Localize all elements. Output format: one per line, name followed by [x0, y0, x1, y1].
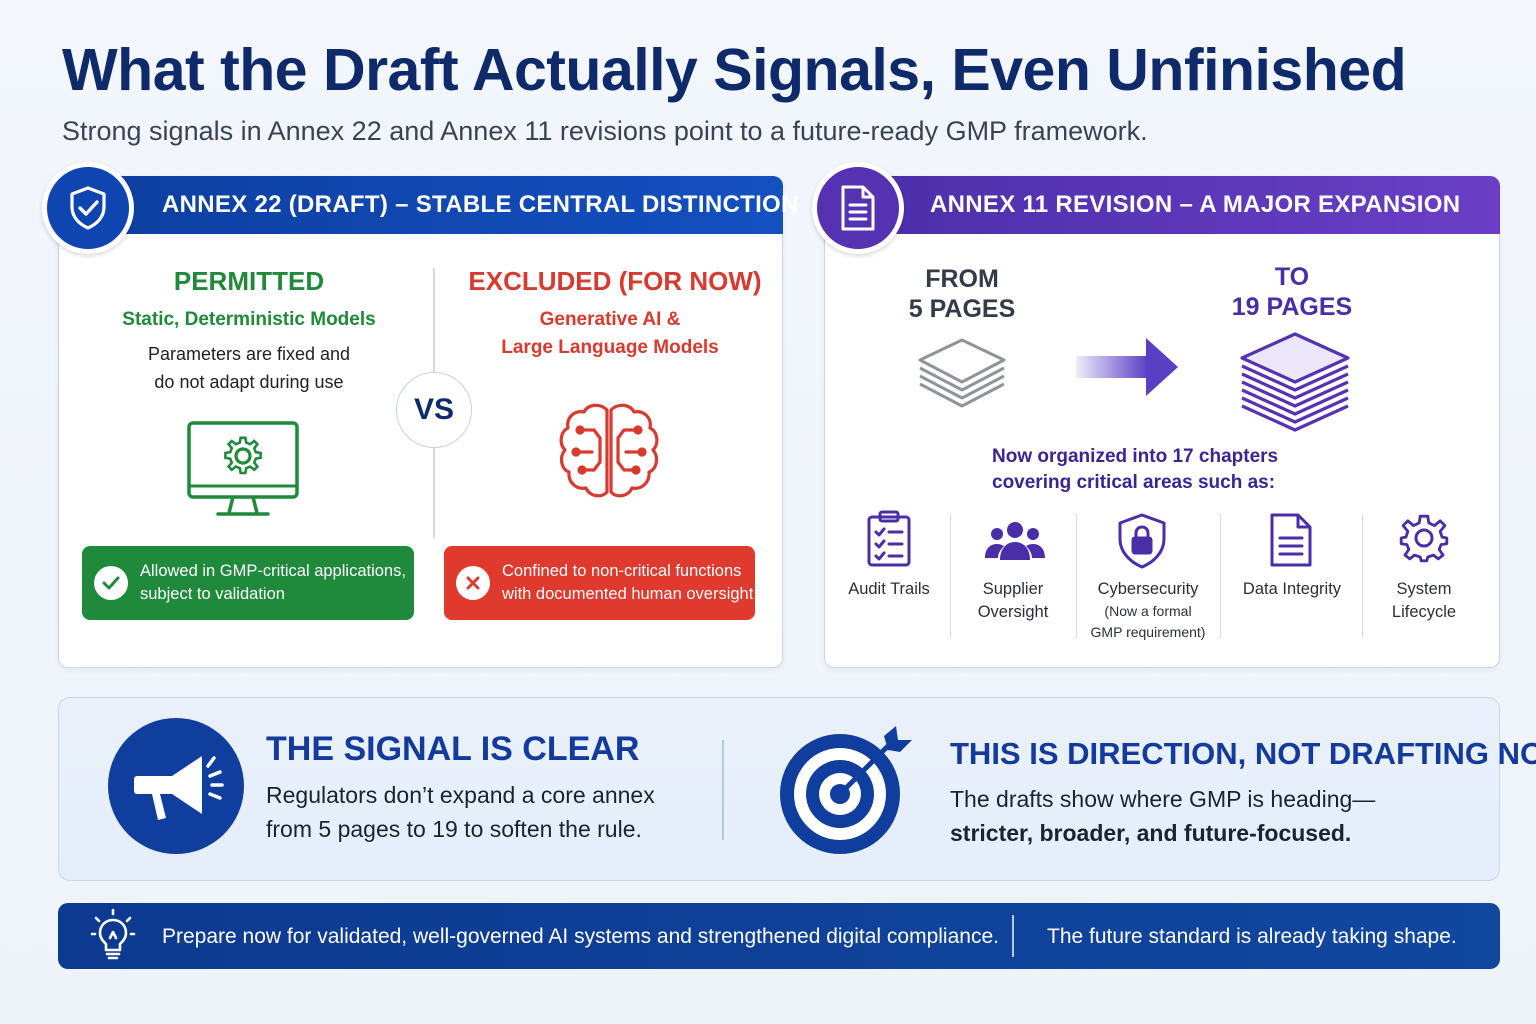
people-icon	[984, 520, 1046, 567]
shield-check-icon	[42, 162, 134, 254]
chapter-note-1: (Now a formal	[1104, 603, 1192, 619]
brain-circuit-icon	[556, 400, 662, 509]
from-pages: 5 PAGES	[908, 295, 1016, 323]
signal-band	[58, 697, 1500, 881]
annex11-heading: ANNEX 11 REVISION – A MAJOR EXPANSION	[824, 176, 1500, 234]
checklist-icon	[866, 510, 912, 573]
chapter-label-2: Oversight	[977, 603, 1049, 621]
monitor-gear-icon	[186, 420, 300, 525]
chapter-note-2: GMP requirement)	[1090, 624, 1206, 640]
footer-banner	[58, 903, 1500, 969]
signal-left-text-2: from 5 pages to 19 to soften the rule.	[266, 816, 642, 842]
annex22-heading: ANNEX 22 (DRAFT) – STABLE CENTRAL DISTIN…	[58, 176, 798, 234]
excluded-title: EXCLUDED (FOR NOW)	[468, 266, 762, 296]
chapter-divider	[1220, 514, 1221, 638]
x-icon	[456, 566, 490, 600]
chapter-cybersecurity: Cybersecurity (Now a formal GMP requirem…	[1080, 578, 1216, 643]
page-title: What the Draft Actually Signals, Even Un…	[62, 37, 1407, 103]
to-pages: 19 PAGES	[1231, 293, 1353, 321]
gear-icon	[1398, 512, 1450, 569]
permitted-title: PERMITTED	[173, 266, 325, 296]
chapter-label: Cybersecurity	[1097, 580, 1199, 598]
chapter-label: Data Integrity	[1242, 580, 1342, 598]
annex11-heading-text: ANNEX 11 REVISION – A MAJOR EXPANSION	[930, 191, 1461, 218]
document-icon	[812, 162, 904, 254]
chapter-audit-trails: Audit Trails	[834, 578, 944, 601]
signal-right-title: THIS IS DIRECTION, NOT DRAFTING NOISE.	[950, 736, 1536, 771]
excluded-subtitle-2: Large Language Models	[501, 337, 719, 358]
excluded-pill-line-1: Confined to non-critical functions	[502, 562, 742, 580]
chapters-note-1: Now organized into 17 chapters	[992, 446, 1279, 467]
large-page-stack-icon	[1238, 330, 1352, 439]
signal-divider	[722, 740, 724, 840]
chapter-label: Audit Trails	[848, 580, 930, 598]
check-icon	[94, 566, 128, 600]
chapter-supplier-oversight: Supplier Oversight	[956, 578, 1070, 624]
small-page-stack-icon	[916, 336, 1008, 417]
footer-right-text: The future standard is already taking sh…	[1047, 925, 1457, 948]
lock-shield-icon	[1116, 512, 1168, 575]
file-lines-icon	[1268, 512, 1314, 573]
to-label: TO	[1274, 263, 1310, 291]
vs-badge: VS	[396, 372, 472, 448]
permitted-subtitle: Static, Deterministic Models	[122, 309, 376, 330]
chapters-note-2: covering critical areas such as:	[992, 472, 1276, 493]
chapter-divider	[1076, 514, 1077, 638]
signal-left-text-1: Regulators don’t expand a core annex	[266, 782, 655, 808]
footer-divider	[1012, 915, 1014, 957]
chapter-label: Supplier	[982, 580, 1044, 598]
excluded-pill: Confined to non-critical functions with …	[444, 546, 755, 620]
chapter-system-lifecycle: System Lifecycle	[1368, 578, 1480, 624]
permitted-pill-line-1: Allowed in GMP-critical applications,	[140, 562, 406, 580]
annex22-heading-text: ANNEX 22 (DRAFT) – STABLE CENTRAL DISTIN…	[162, 191, 799, 218]
arrow-right-icon	[1076, 336, 1180, 403]
signal-right-text-1: The drafts show where GMP is heading—	[950, 786, 1376, 812]
page-subtitle: Strong signals in Annex 22 and Annex 11 …	[62, 116, 1148, 146]
chapter-label-2: Lifecycle	[1391, 603, 1457, 621]
target-icon	[772, 718, 914, 865]
permitted-desc-1: Parameters are fixed and	[147, 344, 351, 364]
megaphone-icon	[108, 718, 244, 854]
from-label: FROM	[925, 265, 999, 293]
permitted-pill: Allowed in GMP-critical applications, su…	[82, 546, 414, 620]
excluded-subtitle-1: Generative AI &	[539, 309, 681, 330]
lightbulb-icon	[90, 908, 136, 969]
footer-left-text: Prepare now for validated, well-governed…	[162, 925, 999, 948]
permitted-desc-2: do not adapt during use	[154, 372, 344, 392]
signal-left-title: THE SIGNAL IS CLEAR	[266, 730, 640, 768]
chapter-data-integrity: Data Integrity	[1226, 578, 1358, 601]
excluded-pill-line-2: with documented human oversight	[502, 585, 754, 603]
permitted-pill-line-2: subject to validation	[140, 585, 285, 603]
annex11-card	[824, 176, 1500, 668]
chapter-divider	[950, 514, 951, 638]
signal-right-text-2: stricter, broader, and future-focused.	[950, 820, 1352, 846]
chapter-label: System	[1396, 580, 1452, 598]
chapter-divider	[1362, 514, 1363, 638]
